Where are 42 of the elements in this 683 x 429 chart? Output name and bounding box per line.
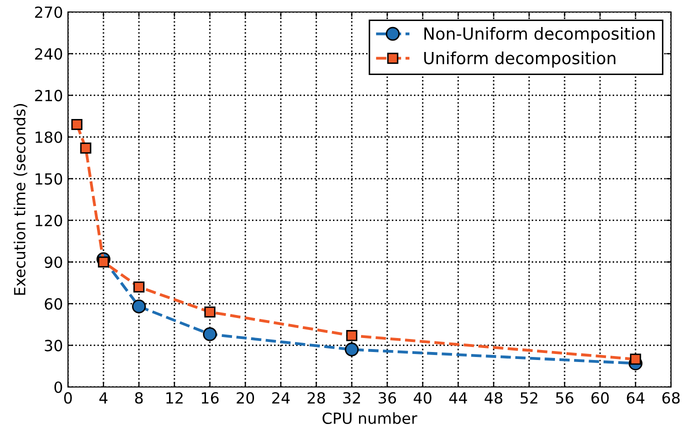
x-tick-label: 64: [626, 392, 644, 404]
point: [133, 281, 144, 293]
legend-label: Uniform decomposition: [424, 51, 616, 68]
x-tick-label: 32: [343, 392, 360, 404]
x-tick-label: 52: [520, 392, 538, 404]
y-tick-label: 120: [36, 214, 62, 226]
x-tick-label: 60: [591, 392, 609, 404]
x-tick-label: 8: [135, 392, 143, 404]
x-tick-label: 0: [64, 392, 72, 404]
x-tick-label: 40: [414, 392, 432, 404]
x-tick-label: 4: [99, 392, 108, 404]
x-tick-label: 48: [484, 392, 502, 404]
y-tick-label: 90: [44, 256, 62, 268]
point: [132, 300, 146, 314]
x-tick-label: 56: [556, 392, 574, 404]
y-tick-label: 60: [44, 298, 62, 310]
y-tick-label: 30: [44, 340, 62, 352]
legend-label: Non-Uniform decomposition: [424, 27, 655, 44]
point: [204, 306, 216, 318]
y-axis-title: Execution time (seconds): [14, 104, 28, 295]
point: [71, 118, 82, 130]
x-tick-label: 28: [308, 392, 325, 404]
x-tick-label: 44: [449, 392, 468, 404]
x-axis-title: CPU number: [322, 412, 418, 424]
point: [202, 327, 217, 342]
x-tick-label: 20: [236, 392, 254, 404]
y-tick-label: 180: [36, 131, 62, 144]
point: [98, 256, 110, 268]
y-tick-label: 150: [36, 173, 62, 185]
point: [344, 342, 359, 356]
y-tick-label: 210: [35, 90, 62, 102]
y-tick-label: 240: [35, 48, 62, 60]
point: [630, 354, 642, 365]
point: [80, 142, 92, 154]
y-tick-label: 270: [35, 6, 62, 18]
x-tick-label: 68: [662, 392, 680, 404]
x-tick-label: 24: [272, 392, 290, 404]
x-tick-label: 36: [378, 392, 396, 404]
point: [346, 330, 358, 342]
x-tick-label: 12: [166, 392, 183, 404]
x-tick-label: 16: [202, 392, 219, 404]
y-tick-label: 0: [54, 381, 62, 394]
